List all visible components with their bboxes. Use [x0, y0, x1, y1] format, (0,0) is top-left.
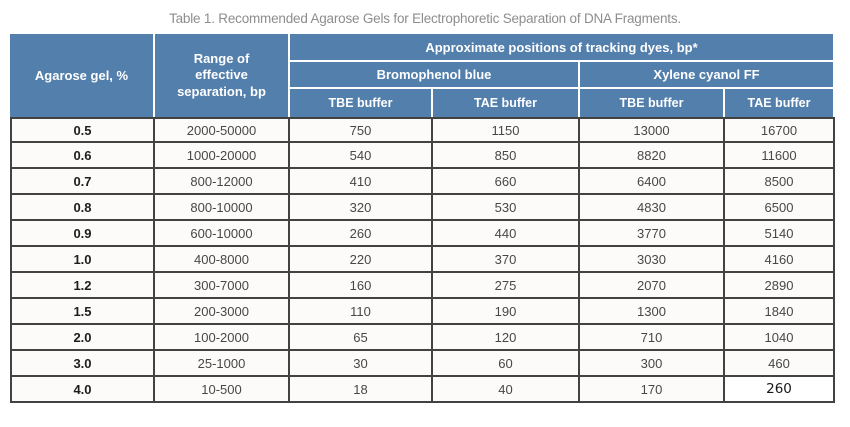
table-row: 4.0 10-500 18 40 170 260: [10, 377, 836, 403]
col-header-tae-xylene: TAE buffer: [725, 89, 836, 117]
value-cell: 5140: [725, 221, 836, 247]
value-cell: 1150: [433, 117, 580, 143]
value-cell: 40: [433, 377, 580, 403]
col-header-separation-range: Range of effective separation, bp: [155, 34, 290, 117]
range-cell: 200-3000: [155, 299, 290, 325]
range-cell: 1000-20000: [155, 143, 290, 169]
value-cell: 275: [433, 273, 580, 299]
value-cell: 6500: [725, 195, 836, 221]
value-cell: 370: [433, 247, 580, 273]
value-cell: 440: [433, 221, 580, 247]
value-cell: 3030: [580, 247, 725, 273]
range-cell: 800-10000: [155, 195, 290, 221]
agarose-percent-cell: 0.5: [10, 117, 155, 143]
agarose-percent-cell: 3.0: [10, 351, 155, 377]
value-cell: 300: [580, 351, 725, 377]
range-cell: 100-2000: [155, 325, 290, 351]
agarose-percent-cell: 1.2: [10, 273, 155, 299]
table-row: 0.6 1000-20000 540 850 8820 11600: [10, 143, 836, 169]
table-row: 1.0 400-8000 220 370 3030 4160: [10, 247, 836, 273]
value-cell: 65: [290, 325, 433, 351]
range-cell: 25-1000: [155, 351, 290, 377]
agarose-gel-table: Agarose gel, % Range of effective separa…: [10, 34, 836, 403]
table-row: 1.5 200-3000 110 190 1300 1840: [10, 299, 836, 325]
range-cell: 300-7000: [155, 273, 290, 299]
value-cell: 750: [290, 117, 433, 143]
value-cell: 6400: [580, 169, 725, 195]
col-header-tracking-dyes: Approximate positions of tracking dyes, …: [290, 34, 836, 62]
table-row: 0.8 800-10000 320 530 4830 6500: [10, 195, 836, 221]
table-row: 0.7 800-12000 410 660 6400 8500: [10, 169, 836, 195]
value-cell: 11600: [725, 143, 836, 169]
agarose-percent-cell: 0.7: [10, 169, 155, 195]
value-cell: 2890: [725, 273, 836, 299]
value-cell: 160: [290, 273, 433, 299]
range-cell: 10-500: [155, 377, 290, 403]
range-cell: 800-12000: [155, 169, 290, 195]
table-caption: Table 1. Recommended Agarose Gels for El…: [169, 11, 681, 26]
value-cell: 2070: [580, 273, 725, 299]
value-cell: 8820: [580, 143, 725, 169]
value-cell: 320: [290, 195, 433, 221]
table-row: 2.0 100-2000 65 120 710 1040: [10, 325, 836, 351]
value-cell: 710: [580, 325, 725, 351]
agarose-percent-cell: 1.5: [10, 299, 155, 325]
value-cell: 4160: [725, 247, 836, 273]
col-header-tbe-xylene: TBE buffer: [580, 89, 725, 117]
value-cell: 4830: [580, 195, 725, 221]
col-header-tae-bromophenol: TAE buffer: [433, 89, 580, 117]
range-cell: 400-8000: [155, 247, 290, 273]
table-row: 0.5 2000-50000 750 1150 13000 16700: [10, 117, 836, 143]
value-cell: 3770: [580, 221, 725, 247]
value-cell: 460: [725, 351, 836, 377]
value-cell: 1040: [725, 325, 836, 351]
value-cell: 13000: [580, 117, 725, 143]
value-cell: 220: [290, 247, 433, 273]
col-header-tbe-bromophenol: TBE buffer: [290, 89, 433, 117]
table-row: 1.2 300-7000 160 275 2070 2890: [10, 273, 836, 299]
table-header: Agarose gel, % Range of effective separa…: [10, 34, 836, 117]
range-cell: 2000-50000: [155, 117, 290, 143]
value-cell: 16700: [725, 117, 836, 143]
agarose-percent-cell: 1.0: [10, 247, 155, 273]
value-cell: 190: [433, 299, 580, 325]
col-header-bromophenol-blue: Bromophenol blue: [290, 62, 580, 89]
value-cell: 850: [433, 143, 580, 169]
value-cell: 410: [290, 169, 433, 195]
agarose-percent-cell: 0.8: [10, 195, 155, 221]
col-header-xylene-cyanol: Xylene cyanol FF: [580, 62, 836, 89]
table-row: 3.0 25-1000 30 60 300 460: [10, 351, 836, 377]
value-cell: 1300: [580, 299, 725, 325]
value-cell: 660: [433, 169, 580, 195]
table-row: 0.9 600-10000 260 440 3770 5140: [10, 221, 836, 247]
value-cell: 8500: [725, 169, 836, 195]
agarose-percent-cell: 0.9: [10, 221, 155, 247]
value-cell: 540: [290, 143, 433, 169]
range-cell: 600-10000: [155, 221, 290, 247]
value-cell: 170: [580, 377, 725, 403]
value-cell-patched: 260: [725, 377, 836, 403]
value-cell: 1840: [725, 299, 836, 325]
value-cell: 110: [290, 299, 433, 325]
table-body: 0.5 2000-50000 750 1150 13000 16700 0.6 …: [10, 117, 836, 403]
value-cell: 120: [433, 325, 580, 351]
agarose-percent-cell: 2.0: [10, 325, 155, 351]
value-cell: 30: [290, 351, 433, 377]
value-cell: 530: [433, 195, 580, 221]
value-cell: 60: [433, 351, 580, 377]
value-cell: 260: [290, 221, 433, 247]
col-header-agarose-gel: Agarose gel, %: [10, 34, 155, 117]
agarose-percent-cell: 4.0: [10, 377, 155, 403]
value-cell: 18: [290, 377, 433, 403]
agarose-percent-cell: 0.6: [10, 143, 155, 169]
